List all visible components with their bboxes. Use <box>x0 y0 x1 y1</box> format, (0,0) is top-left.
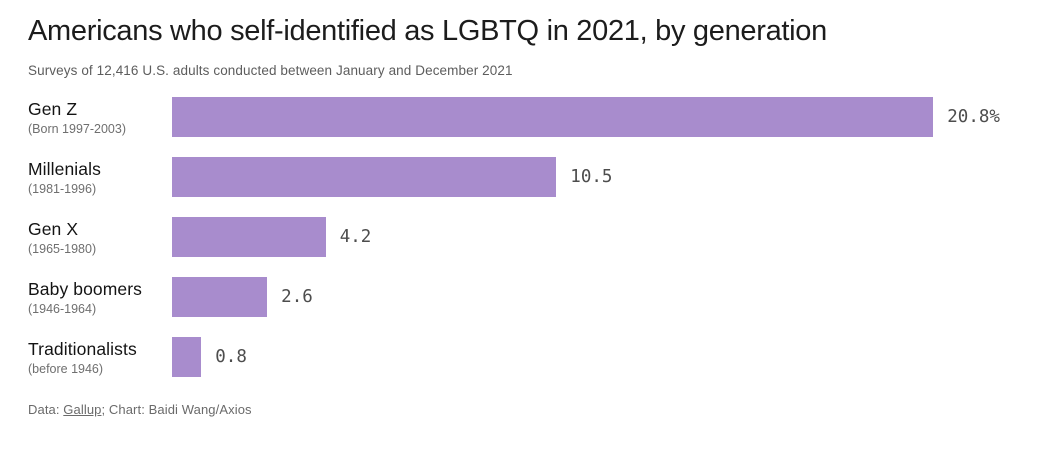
category-label-block: Traditionalists (before 1946) <box>28 339 172 376</box>
bar <box>172 217 326 257</box>
source-suffix: ; Chart: Baidi Wang/Axios <box>101 402 252 417</box>
category-sublabel: (before 1946) <box>28 361 104 376</box>
bar <box>172 97 934 137</box>
chart-row: Gen X (1965-1980) 4.2 <box>28 217 1014 257</box>
chart-rows: Gen Z (Born 1997-2003) 20.8% Millenials (198… <box>28 97 1014 377</box>
chart-subtitle: Surveys of 12,416 U.S. adults conducted … <box>28 63 513 78</box>
chart-row: Gen Z (Born 1997-2003) 20.8% <box>28 97 1014 137</box>
category-label: Gen Z <box>28 98 78 119</box>
category-label: Baby boomers <box>28 278 143 299</box>
chart-row: Baby boomers (1946-1964) 2.6 <box>28 277 1014 317</box>
bar <box>172 337 202 377</box>
value-label: 0.8 <box>215 347 247 367</box>
gallup-source-link[interactable]: Gallup <box>63 402 102 417</box>
category-label: Traditionalists <box>28 338 137 359</box>
category-label-block: Gen X (1965-1980) <box>28 219 172 256</box>
chart-title: Americans who self-identified as LGBTQ i… <box>28 15 827 47</box>
category-label-block: Baby boomers (1946-1964) <box>28 279 172 316</box>
category-label-block: Gen Z (Born 1997-2003) <box>28 99 172 136</box>
category-sublabel: (1965-1980) <box>28 241 97 256</box>
chart-row: Traditionalists (before 1946) 0.8 <box>28 337 1014 377</box>
category-sublabel: (1946-1964) <box>28 301 97 316</box>
bar <box>172 277 268 317</box>
category-sublabel: (Born 1997-2003) <box>28 121 126 136</box>
source-prefix: Data: <box>28 402 64 417</box>
chart-row: Millenials (1981-1996) 10.5 <box>28 157 1014 197</box>
bar <box>172 157 557 197</box>
category-label: Gen X <box>28 218 79 239</box>
value-label: 4.2 <box>339 227 372 247</box>
category-sublabel: (1981-1996) <box>28 181 97 196</box>
category-label: Millenials <box>28 158 101 179</box>
category-label-block: Millenials (1981-1996) <box>28 159 172 196</box>
value-label: 2.6 <box>281 287 313 307</box>
value-label: 10.5 <box>570 167 613 187</box>
source-line: Data: Gallup; Chart: Baidi Wang/Axios <box>28 402 1014 417</box>
value-label: 20.8% <box>947 107 1000 127</box>
